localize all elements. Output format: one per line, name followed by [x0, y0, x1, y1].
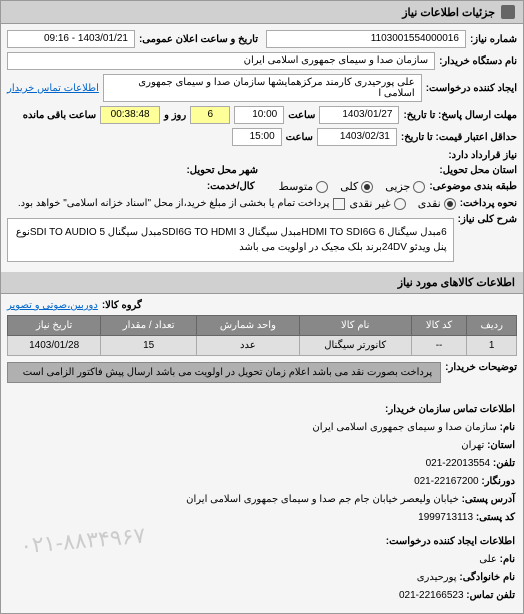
cell-1: -- [411, 336, 467, 356]
radio-icon [316, 181, 328, 193]
buyer-note-text: پرداخت بصورت نقد می باشد اعلام زمان تحوی… [7, 362, 441, 383]
table-header-row: ردیف کد کالا نام کالا واحد شمارش تعداد /… [8, 316, 517, 336]
address-label: آدرس پستی: [462, 494, 515, 505]
contact-phone: 22166523-021 [399, 590, 464, 601]
buyer-name-label: نام دستگاه خریدار: [439, 56, 517, 67]
contact-section: اطلاعات تماس سازمان خریدار: نام: سازمان … [1, 393, 523, 613]
col-0: ردیف [467, 316, 517, 336]
table-row: 1 -- کانورتر سیگنال عدد 15 1403/01/28 [8, 336, 517, 356]
packing-radio-group: جزیی کلی متوسط [279, 180, 426, 193]
cell-2: کانورتر سیگنال [299, 336, 411, 356]
goods-header-title: اطلاعات کالاهای مورد نیاز [398, 276, 515, 289]
packing-option-label-1: کلی [340, 180, 358, 193]
days-label: روز و [164, 110, 186, 121]
payment-radio-group: نقدی غیر نقدی [349, 197, 455, 210]
postal-label: کد پستی: [476, 512, 515, 523]
group-label: گروه کالا: [102, 300, 142, 311]
payment-option-label-1: غیر نقدی [349, 197, 390, 210]
announce-date-field: 1403/01/21 - 09:16 [7, 30, 135, 48]
packing-option-0[interactable]: جزیی [385, 180, 425, 193]
partial-label: کال/خدمت: [207, 181, 255, 192]
packing-option-2[interactable]: متوسط [279, 180, 329, 193]
payment-option-label-0: نقدی [418, 197, 441, 210]
validity-time-field: 15:00 [232, 128, 282, 146]
goods-header: اطلاعات کالاهای مورد نیاز [1, 272, 523, 294]
payment-option-0[interactable]: نقدی [418, 197, 456, 210]
cell-5: 1403/01/28 [8, 336, 101, 356]
group-value[interactable]: دوربین،صوتی و تصویر [7, 300, 98, 311]
payment-note: پرداخت تمام یا بخشی از مبلغ خرید،از محل … [18, 198, 330, 209]
creator-contact-header: اطلاعات ایجاد کننده درخواست: [9, 533, 515, 551]
radio-icon [444, 198, 456, 210]
province: تهران [461, 440, 484, 451]
fax-label: دورنگار: [481, 476, 515, 487]
contact-header: اطلاعات تماس سازمان خریدار: [9, 401, 515, 419]
contact-name: علی [479, 554, 497, 565]
buyer-name-field: سازمان صدا و سیمای جمهوری اسلامی ایران [7, 52, 435, 70]
payment-label: نحوه پرداخت: [460, 198, 517, 209]
remaining-time-field: 00:38:48 [100, 106, 160, 124]
summary-text: 6مبدل سیگنال HDMI TO SDI6G 6مبدل سیگنال … [7, 218, 454, 262]
creator-field: علی پورحیدری کارمند مرکزهمایشها سازمان ص… [103, 74, 422, 102]
payment-option-1[interactable]: غیر نقدی [349, 197, 405, 210]
radio-icon [413, 181, 425, 193]
cell-0: 1 [467, 336, 517, 356]
contact-family: پورحیدری [417, 572, 457, 583]
col-3: واحد شمارش [197, 316, 300, 336]
form-area: شماره نیاز: 1103001554000016 تاریخ و ساع… [1, 24, 523, 272]
delivery-province-label: استان محل تحویل: [439, 165, 517, 176]
org-name: سازمان صدا و سیمای جمهوری اسلامی ایران [312, 422, 496, 433]
time-label-1: ساعت [288, 110, 315, 121]
address: خیابان ولیعصر خیابان جام جم صدا و سیمای … [186, 494, 459, 505]
phone-label: تلفن: [493, 458, 515, 469]
validity-date-field: 1403/02/31 [317, 128, 397, 146]
name-label: نام: [500, 554, 515, 565]
postal: 1999713113 [418, 512, 473, 523]
deadline-label: مهلت ارسال پاسخ: تا تاریخ: [403, 110, 517, 121]
time-label-2: ساعت [286, 132, 313, 143]
radio-icon [361, 181, 373, 193]
col-1: کد کالا [411, 316, 467, 336]
radio-icon [394, 198, 406, 210]
remaining-label: ساعت باقی مانده [23, 110, 96, 121]
header-title: جزئیات اطلاعات نیاز [402, 6, 495, 19]
deadline-time-field: 10:00 [234, 106, 284, 124]
packing-option-1[interactable]: کلی [340, 180, 373, 193]
payment-checkbox[interactable] [333, 198, 345, 210]
province-label: استان: [487, 440, 515, 451]
packing-option-label-0: جزیی [385, 180, 410, 193]
col-4: تعداد / مقدار [101, 316, 197, 336]
family-label: نام خانوادگی: [459, 572, 515, 583]
fax: 22167200-021 [414, 476, 479, 487]
request-number-field: 1103001554000016 [266, 30, 466, 48]
col-5: تاریخ نیاز [8, 316, 101, 336]
cell-3: عدد [197, 336, 300, 356]
request-number-label: شماره نیاز: [470, 34, 517, 45]
phone: 22013554-021 [426, 458, 491, 469]
org-label: نام: [500, 422, 515, 433]
delivery-city-label: شهر محل تحویل: [186, 165, 258, 176]
main-header: جزئیات اطلاعات نیاز [1, 1, 523, 24]
goods-table: ردیف کد کالا نام کالا واحد شمارش تعداد /… [7, 315, 517, 356]
packing-label: طبقه بندی موضوعی: [429, 181, 517, 192]
cell-4: 15 [101, 336, 197, 356]
deadline-date-field: 1403/01/27 [319, 106, 399, 124]
buyer-note-label: توضیحات خریدار: [445, 362, 517, 373]
announce-date-label: تاریخ و ساعت اعلان عمومی: [139, 34, 258, 45]
info-icon [501, 5, 515, 19]
summary-label: شرح کلی نیاز: [458, 214, 517, 225]
contact-phone-label: تلفن تماس: [466, 590, 515, 601]
contract-label: نیاز قرارداد دارد: [448, 150, 517, 161]
col-2: نام کالا [299, 316, 411, 336]
packing-option-label-2: متوسط [279, 180, 314, 193]
validity-label: حداقل اعتبار قیمت: تا تاریخ: [401, 132, 517, 143]
contact-link[interactable]: اطلاعات تماس خریدار [7, 83, 99, 94]
goods-area: گروه کالا: دوربین،صوتی و تصویر ردیف کد ک… [1, 294, 523, 393]
remaining-days-field: 6 [190, 106, 230, 124]
creator-label: ایجاد کننده درخواست: [426, 83, 517, 94]
